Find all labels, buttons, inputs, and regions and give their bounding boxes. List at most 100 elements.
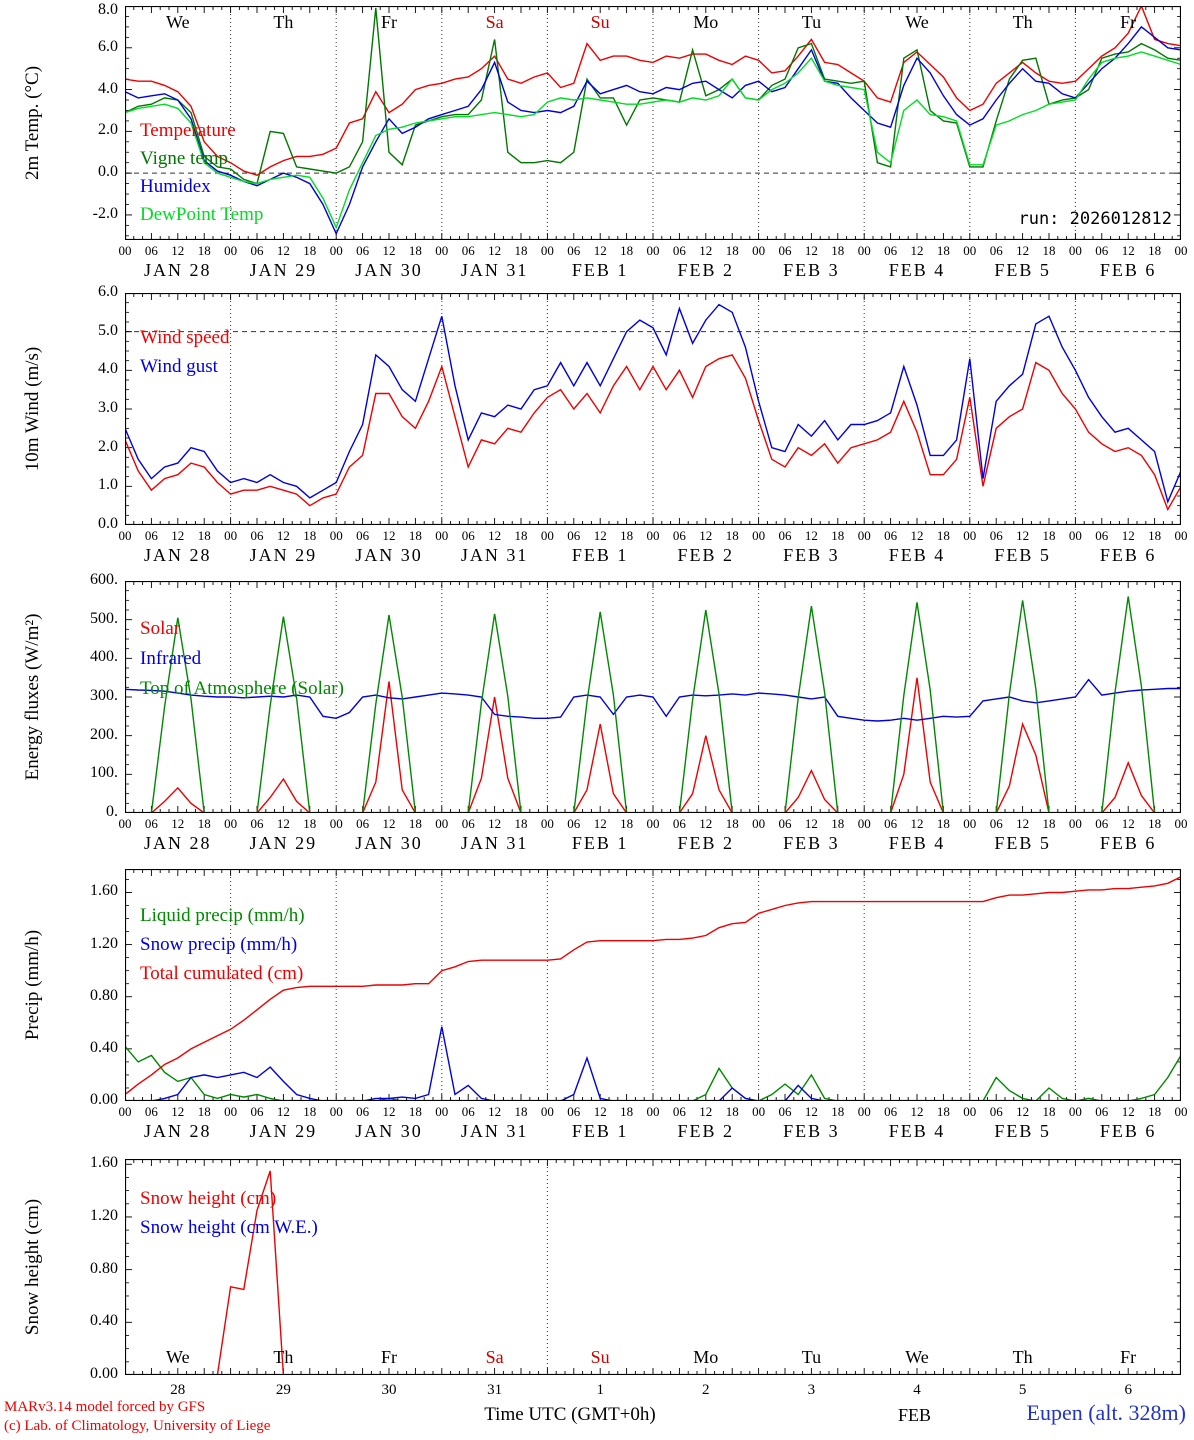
hour-tick-label: 12	[276, 1104, 290, 1119]
day-label: FEB 1	[571, 545, 629, 565]
weekday-label: We	[166, 12, 190, 32]
hour-tick-label: 12	[1016, 816, 1030, 831]
legend-toa-solar: Top of Atmosphere (Solar)	[140, 678, 344, 699]
hour-tick-label: 00	[435, 816, 449, 831]
weekday-label: Th	[1012, 1347, 1033, 1367]
y-tick-label: 4.0	[98, 360, 118, 378]
hour-tick-label: 00	[435, 243, 449, 258]
legend-snow-height: Snow height (cm)	[140, 1188, 277, 1209]
legend-humidex: Humidex	[140, 176, 211, 197]
day-label: JAN 28	[144, 833, 212, 853]
hour-tick-label: 18	[303, 243, 317, 258]
hour-tick-label: 00	[752, 816, 766, 831]
hour-tick-label: 06	[144, 528, 158, 543]
series-vigne-temp	[125, 8, 1181, 185]
hour-tick-label: 18	[1042, 528, 1056, 543]
hour-tick-label: 00	[646, 528, 660, 543]
day-label: JAN 30	[355, 833, 423, 853]
hour-tick-label: 12	[382, 528, 396, 543]
day-label: FEB 3	[783, 1121, 840, 1141]
panel-1-svg	[125, 6, 1181, 240]
hour-tick-label: 18	[514, 528, 528, 543]
hour-tick-label: 18	[831, 1104, 845, 1119]
hour-tick-label: 06	[144, 816, 158, 831]
hour-tick-label: 00	[857, 528, 871, 543]
day-label: JAN 29	[249, 1121, 318, 1141]
hour-tick-label: 00	[329, 1104, 343, 1119]
hour-tick-label: 06	[989, 528, 1003, 543]
hour-tick-label: 06	[989, 1104, 1003, 1119]
hour-tick-label: 12	[276, 243, 290, 258]
hour-tick-label: 18	[514, 1104, 528, 1119]
hour-tick-label: 12	[593, 528, 607, 543]
day-label: FEB 4	[888, 833, 946, 853]
hour-tick-label: 06	[672, 1104, 686, 1119]
day-label: JAN 30	[355, 545, 423, 565]
day-label: FEB 5	[994, 833, 1051, 853]
hour-tick-label: 18	[408, 243, 422, 258]
hour-tick-label: 12	[382, 243, 396, 258]
y-tick-label: 6.0	[98, 283, 118, 300]
legend-snow-height-we: Snow height (cm W.E.)	[140, 1217, 318, 1238]
weekday-label: Fr	[1120, 1347, 1137, 1367]
hour-tick-label: 06	[989, 243, 1003, 258]
panel-5-plot	[125, 1159, 1181, 1375]
hour-tick-label: 18	[725, 528, 739, 543]
weekday-label: Su	[590, 1347, 610, 1367]
hour-tick-label: 18	[1148, 816, 1162, 831]
hour-tick-label: 18	[831, 528, 845, 543]
weekday-label: Su	[590, 12, 610, 32]
legend-solar: Solar	[140, 618, 181, 639]
day-number: 4	[913, 1382, 921, 1398]
y-tick-label: 500.	[90, 609, 118, 627]
hour-tick-label: 18	[303, 1104, 317, 1119]
series-humidex	[125, 25, 1181, 236]
day-label: FEB 1	[571, 833, 629, 853]
hour-tick-label: 00	[963, 243, 977, 258]
month-label-feb: FEB	[898, 1405, 932, 1425]
legend-total-cumulated: Total cumulated (cm)	[140, 963, 304, 984]
hour-tick-label: 12	[488, 816, 502, 831]
day-number: 30	[381, 1382, 397, 1398]
y-tick-label: 1.60	[90, 1154, 118, 1172]
day-label: FEB 1	[571, 260, 629, 280]
series-dewpoint-temp	[125, 51, 1181, 230]
day-label: FEB 4	[888, 260, 946, 280]
hour-tick-label: 12	[593, 243, 607, 258]
hour-tick-label: 12	[276, 816, 290, 831]
day-label: JAN 29	[249, 260, 318, 280]
day-label: FEB 3	[783, 260, 840, 280]
day-label: FEB 3	[783, 833, 840, 853]
hour-tick-label: 00	[1174, 528, 1188, 543]
weekday-label: Mo	[693, 1347, 719, 1367]
hour-tick-label: 12	[276, 528, 290, 543]
hour-tick-label: 18	[408, 1104, 422, 1119]
hour-tick-label: 00	[857, 243, 871, 258]
y-tick-label: 6.0	[98, 37, 118, 55]
panel-4-plot	[125, 869, 1181, 1101]
hour-tick-label: 18	[408, 816, 422, 831]
series-temperature	[125, 6, 1181, 176]
y-axis-title-wind: 10m Wind (m/s)	[22, 346, 43, 472]
legend-liquid-precip: Liquid precip (mm/h)	[140, 905, 305, 926]
hour-tick-label: 12	[593, 1104, 607, 1119]
day-label: FEB 6	[1099, 833, 1157, 853]
hour-tick-label: 06	[567, 243, 581, 258]
x-axis-title: Time UTC (GMT+0h)	[484, 1404, 656, 1425]
day-label: FEB 6	[1099, 260, 1157, 280]
weekday-label: We	[905, 12, 929, 32]
day-number: 2	[702, 1382, 710, 1398]
hour-tick-label: 00	[1068, 816, 1082, 831]
hour-tick-label: 00	[1174, 243, 1188, 258]
hour-tick-label: 06	[461, 816, 475, 831]
hour-tick-label: 18	[725, 243, 739, 258]
hour-tick-label: 06	[461, 243, 475, 258]
hour-tick-label: 12	[1121, 1104, 1135, 1119]
panel-3-svg	[125, 581, 1181, 813]
y-tick-label: 0.40	[90, 1038, 118, 1056]
day-number: 29	[275, 1382, 291, 1398]
hour-tick-label: 12	[910, 528, 924, 543]
hour-tick-label: 06	[356, 816, 370, 831]
hour-tick-label: 00	[329, 816, 343, 831]
panel-5-svg	[125, 1159, 1181, 1375]
